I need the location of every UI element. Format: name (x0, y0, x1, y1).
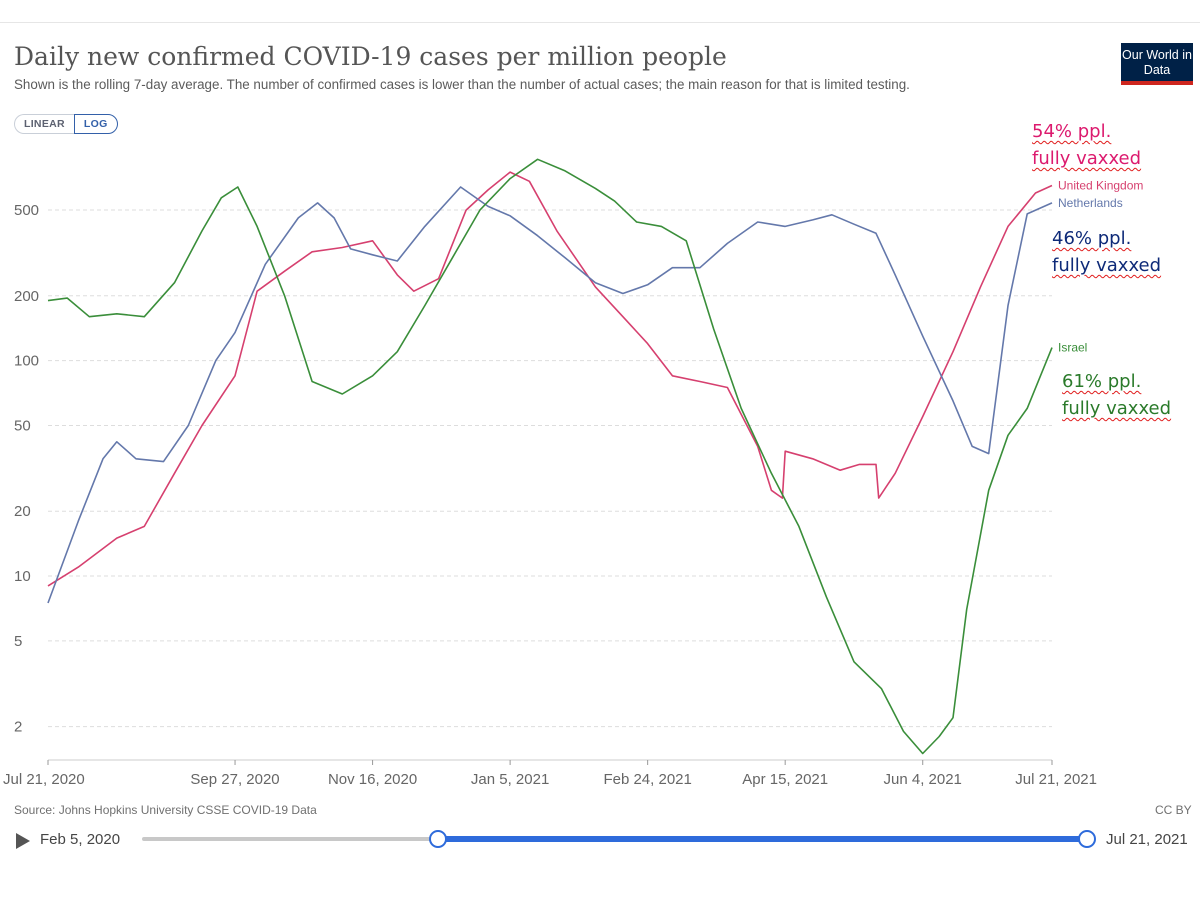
play-icon[interactable] (16, 833, 30, 849)
nl-vaccination-annotation: 46% ppl. fully vaxxed (1052, 225, 1161, 279)
chart-title: Daily new confirmed COVID-19 cases per m… (14, 42, 727, 71)
il-annotation-line2: fully vaxxed (1062, 398, 1172, 419)
x-tick-label: Jul 21, 2021 (1015, 771, 1097, 788)
license-link[interactable]: CC BY (1155, 803, 1192, 817)
il-vaccination-annotation: 61% ppl. fully vaxxed (1062, 368, 1171, 422)
il-annotation-line1: 61% ppl. (1062, 371, 1142, 392)
series-label-united-kingdom: United Kingdom (1058, 179, 1143, 193)
y-tick-label: 20 (14, 503, 31, 520)
scale-toggle: LINEAR LOG (14, 114, 118, 134)
timeline-start-handle[interactable] (429, 830, 447, 848)
series-line-israel (47, 158, 1053, 755)
timeline-start-label: Feb 5, 2020 (40, 831, 121, 848)
x-tick-label: Jan 5, 2021 (471, 771, 549, 788)
source-note[interactable]: Source: Johns Hopkins University CSSE CO… (14, 803, 317, 817)
x-tick-label: Jul 21, 2020 (3, 771, 85, 788)
timeline-end-handle[interactable] (1078, 830, 1096, 848)
chart-subtitle: Shown is the rolling 7-day average. The … (14, 77, 910, 92)
y-tick-label: 100 (14, 353, 39, 370)
series-label-israel: Israel (1058, 341, 1087, 355)
owid-logo[interactable]: Our World in Data (1121, 43, 1193, 85)
y-tick-label: 200 (14, 288, 39, 305)
timeline-selected-range (438, 836, 1088, 842)
y-tick-label: 2 (14, 719, 22, 736)
x-tick-label: Apr 15, 2021 (742, 771, 828, 788)
logo-text: Our World in Data (1122, 48, 1192, 77)
y-tick-label: 500 (14, 202, 39, 219)
linear-scale-button[interactable]: LINEAR (14, 114, 74, 134)
nl-annotation-line2: fully vaxxed (1052, 255, 1162, 276)
x-tick-label: Nov 16, 2020 (328, 771, 417, 788)
top-bar (0, 0, 1200, 23)
series-line-united-kingdom (47, 171, 1053, 587)
y-tick-label: 50 (14, 417, 31, 434)
uk-annotation-line2: fully vaxxed (1032, 148, 1142, 169)
x-tick-label: Sep 27, 2020 (190, 771, 279, 788)
series-label-netherlands: Netherlands (1058, 196, 1123, 210)
timeline-end-label: Jul 21, 2021 (1106, 831, 1188, 848)
x-tick-label: Feb 24, 2021 (603, 771, 691, 788)
log-scale-button[interactable]: LOG (73, 114, 118, 134)
uk-annotation-line1: 54% ppl. (1032, 121, 1112, 142)
y-tick-label: 5 (14, 633, 22, 650)
y-tick-label: 10 (14, 568, 31, 585)
x-tick-label: Jun 4, 2021 (884, 771, 962, 788)
nl-annotation-line1: 46% ppl. (1052, 228, 1132, 249)
series-line-netherlands (47, 186, 1053, 604)
uk-vaccination-annotation: 54% ppl. fully vaxxed (1032, 118, 1141, 172)
